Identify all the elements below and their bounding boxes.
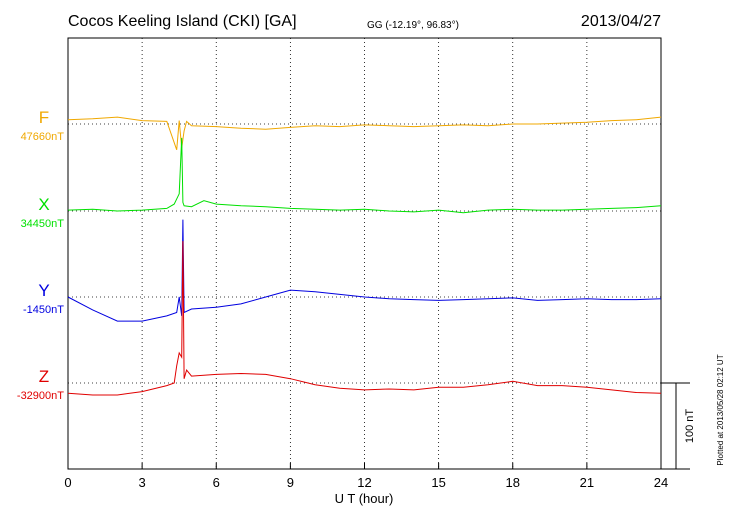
series-name-F: F: [39, 108, 49, 127]
series-baseline-X: 34450nT: [21, 218, 65, 230]
trace-Y: [67, 219, 662, 322]
series-name-X: X: [38, 195, 49, 214]
plot-date: 2013/04/27: [581, 13, 661, 30]
x-tick-label-9: 9: [287, 475, 294, 490]
x-tick-label-15: 15: [431, 475, 445, 490]
x-tick-label-12: 12: [357, 475, 371, 490]
scale-bar-label: 100 nT: [684, 409, 696, 444]
series-baseline-Y: -1450nT: [23, 304, 64, 316]
trace-Z: [67, 241, 662, 396]
x-tick-label-24: 24: [654, 475, 668, 490]
traces: [67, 116, 662, 396]
series-name-Y: Y: [38, 281, 49, 300]
plotted-timestamp: Plotted at 2013/05/28 02:12 UT: [716, 354, 725, 465]
x-axis-ticks: 0 3 6 9 12 15 18 21 24: [64, 463, 668, 490]
series-labels: F 47660nT X 34450nT Y -1450nT Z -32900nT: [17, 108, 64, 402]
station-coords: GG (-12.19°, 96.83°): [367, 20, 459, 31]
station-title: Cocos Keeling Island (CKI) [GA]: [68, 13, 297, 30]
x-axis-label: U T (hour): [335, 491, 394, 506]
series-baseline-Z: -32900nT: [17, 390, 64, 402]
trace-F: [67, 116, 662, 150]
series-name-Z: Z: [39, 367, 49, 386]
grid-lines: [141, 38, 588, 469]
x-tick-label-18: 18: [506, 475, 520, 490]
x-tick-label-6: 6: [213, 475, 220, 490]
trace-X: [67, 137, 662, 214]
x-tick-label-0: 0: [64, 475, 71, 490]
x-tick-label-21: 21: [580, 475, 594, 490]
scale-bar: 100 nT: [661, 382, 696, 470]
x-tick-label-3: 3: [139, 475, 146, 490]
series-baseline-F: 47660nT: [21, 131, 65, 143]
